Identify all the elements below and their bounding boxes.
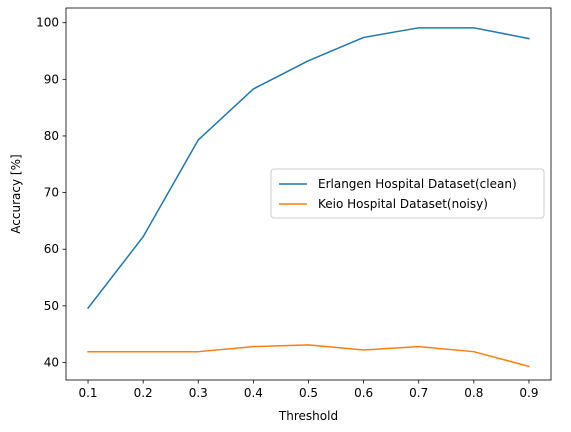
series-line-erlangen — [86, 27, 530, 310]
x-tick-label: 0.8 — [464, 386, 483, 400]
y-tick-label: 50 — [44, 299, 59, 313]
y-tick-label: 100 — [36, 16, 59, 30]
x-tick-label: 0.6 — [354, 386, 373, 400]
y-tick-label: 80 — [44, 129, 59, 143]
legend-label-erlangen: Erlangen Hospital Dataset(clean) — [318, 177, 517, 191]
x-tick-label: 0.1 — [78, 386, 97, 400]
x-tick-label: 0.3 — [189, 386, 208, 400]
x-tick-label: 0.9 — [519, 386, 538, 400]
y-axis-ticks: 40 50 60 70 80 90 100 — [36, 16, 66, 369]
x-tick-label: 0.2 — [134, 386, 153, 400]
x-axis-label: Threshold — [278, 409, 338, 423]
y-tick-label: 60 — [44, 242, 59, 256]
y-tick-label: 90 — [44, 72, 59, 86]
legend: Erlangen Hospital Dataset(clean) Keio Ho… — [270, 168, 545, 219]
y-tick-label: 40 — [44, 355, 59, 369]
x-tick-label: 0.5 — [299, 386, 318, 400]
x-tick-label: 0.4 — [244, 386, 263, 400]
x-tick-label: 0.7 — [409, 386, 428, 400]
legend-label-keio: Keio Hospital Dataset(noisy) — [318, 197, 488, 211]
series-line-keio — [87, 344, 530, 368]
x-axis-ticks: 0.1 0.2 0.3 0.4 0.5 0.6 0.7 0.8 0.9 — [78, 380, 539, 400]
y-tick-label: 70 — [44, 186, 59, 200]
y-axis-label: Accuracy [%] — [9, 154, 23, 233]
legend-box — [270, 168, 545, 219]
series-layer — [86, 27, 530, 368]
